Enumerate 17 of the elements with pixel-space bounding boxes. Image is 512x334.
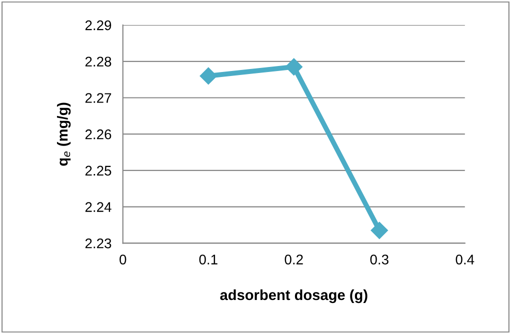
- y-tick-label: 2.27: [85, 93, 112, 103]
- point: [370, 222, 388, 239]
- y-tick-label: 2.26: [85, 129, 112, 140]
- x-tick-label: 0: [120, 254, 126, 264]
- y-tick-label: 2.25: [85, 166, 112, 176]
- y-tick-label: 2.28: [85, 56, 112, 67]
- point: [200, 67, 217, 84]
- x-tick-label: 0.3: [370, 254, 388, 264]
- point: [285, 58, 302, 76]
- y-tick-label: 2.24: [85, 202, 112, 212]
- y-axis-title: q$_{e}$ (mg/g): [56, 102, 71, 166]
- y-tick-label: 2.23: [85, 238, 112, 248]
- x-tick-label: 0.2: [284, 254, 303, 264]
- y-tick-label: 2.29: [85, 20, 112, 30]
- x-tick-label: 0.1: [199, 254, 218, 264]
- x-axis-title: adsorbent dosage (g): [220, 289, 368, 304]
- x-tick-label: 0.4: [456, 254, 474, 264]
